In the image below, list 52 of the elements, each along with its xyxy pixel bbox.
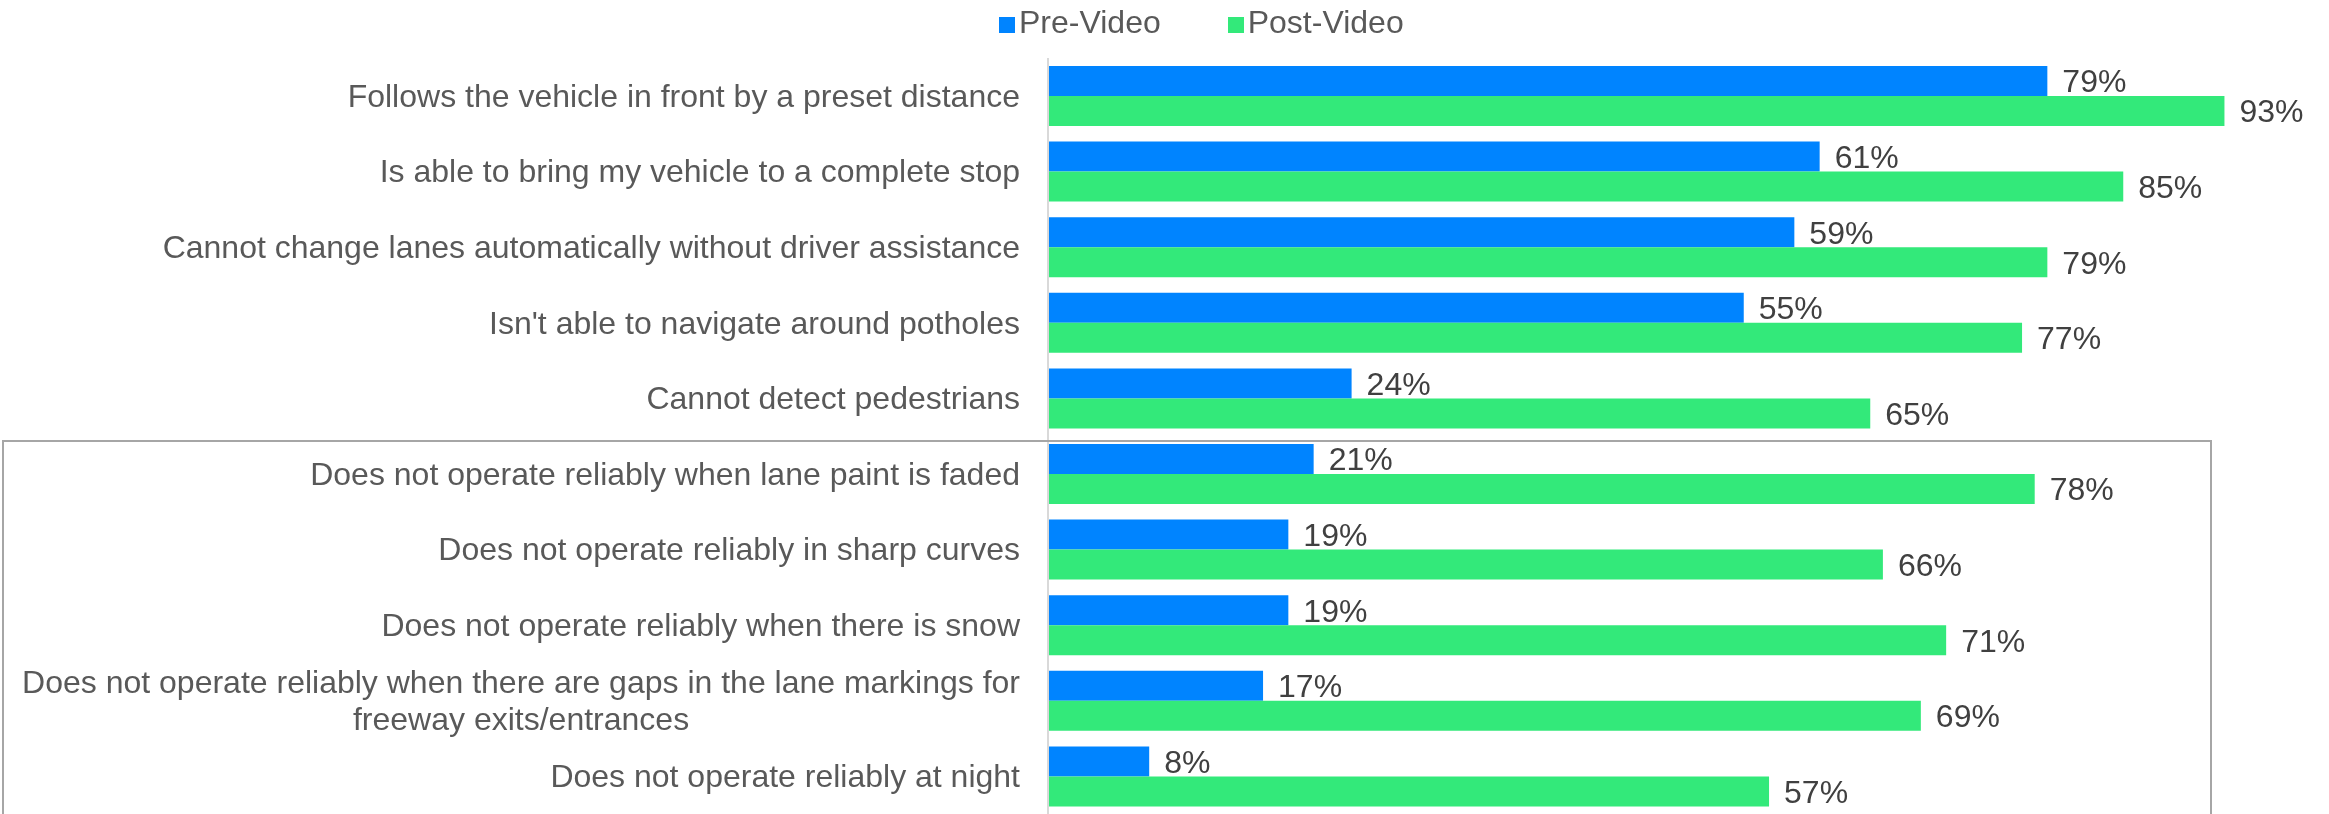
bar bbox=[1048, 247, 2048, 278]
bar bbox=[1048, 96, 2225, 126]
y-tick-label: Follows the vehicle in front by a preset distance bbox=[347, 77, 1020, 114]
bar bbox=[1048, 171, 2124, 202]
bar bbox=[1048, 444, 1314, 474]
data-label: 66% bbox=[1897, 546, 1962, 583]
data-label: 21% bbox=[1328, 441, 1393, 478]
bar bbox=[1048, 66, 2048, 96]
legend-label: Pre-Video bbox=[1019, 4, 1161, 40]
bar bbox=[1048, 700, 1921, 731]
y-tick-label: Is able to bring my vehicle to a complete stop bbox=[379, 153, 1020, 190]
y-tick-label: Isn't able to navigate around potholes bbox=[489, 304, 1020, 341]
data-label: 19% bbox=[1303, 592, 1368, 629]
data-label: 69% bbox=[1935, 698, 2000, 735]
y-tick-label: Does not operate reliably at night bbox=[550, 758, 1021, 795]
bar bbox=[1048, 670, 1264, 701]
data-label: 79% bbox=[2062, 63, 2127, 100]
bar bbox=[1048, 519, 1289, 550]
y-tick-label: Cannot change lanes automatically without driver assistance bbox=[162, 229, 1020, 265]
bar bbox=[1048, 746, 1150, 777]
bar bbox=[1048, 474, 2035, 504]
legend-label: Post-Video bbox=[1247, 4, 1404, 40]
data-label: 85% bbox=[2138, 168, 2203, 205]
bar bbox=[1048, 322, 2023, 353]
data-label: 55% bbox=[1758, 290, 1823, 327]
data-label: 65% bbox=[1885, 395, 1950, 432]
bar bbox=[1048, 776, 1770, 807]
y-tick-label: Cannot detect pedestrians bbox=[646, 380, 1020, 417]
bar bbox=[1048, 398, 1871, 429]
data-label: 24% bbox=[1366, 365, 1431, 402]
y-tick-label: Does not operate reliably when there are gaps in the lane markings for freeway exits/entrances bbox=[22, 664, 1021, 738]
bar bbox=[1048, 595, 1289, 626]
data-label: 71% bbox=[1961, 622, 2026, 659]
bar bbox=[1048, 292, 1744, 323]
data-label: 59% bbox=[1809, 214, 1874, 251]
bar bbox=[1048, 625, 1947, 656]
y-tick-label: Does not operate reliably when lane paint is faded bbox=[310, 455, 1020, 492]
data-label: 78% bbox=[2049, 471, 2114, 508]
bar bbox=[1048, 141, 1820, 172]
bar bbox=[1048, 368, 1352, 399]
bar bbox=[1048, 549, 1883, 580]
data-label: 17% bbox=[1278, 668, 1343, 705]
y-tick-label: Does not operate reliably when there is snow bbox=[381, 607, 1021, 643]
data-label: 8% bbox=[1164, 743, 1211, 780]
y-tick-label: Does not operate reliably in sharp curves bbox=[438, 531, 1020, 568]
data-label: 79% bbox=[2062, 244, 2127, 281]
bar bbox=[1048, 217, 1795, 248]
data-label: 57% bbox=[1784, 773, 1849, 810]
data-label: 77% bbox=[2037, 320, 2102, 357]
data-label: 93% bbox=[2239, 93, 2304, 130]
data-label: 61% bbox=[1834, 138, 1899, 175]
data-label: 19% bbox=[1303, 516, 1368, 553]
